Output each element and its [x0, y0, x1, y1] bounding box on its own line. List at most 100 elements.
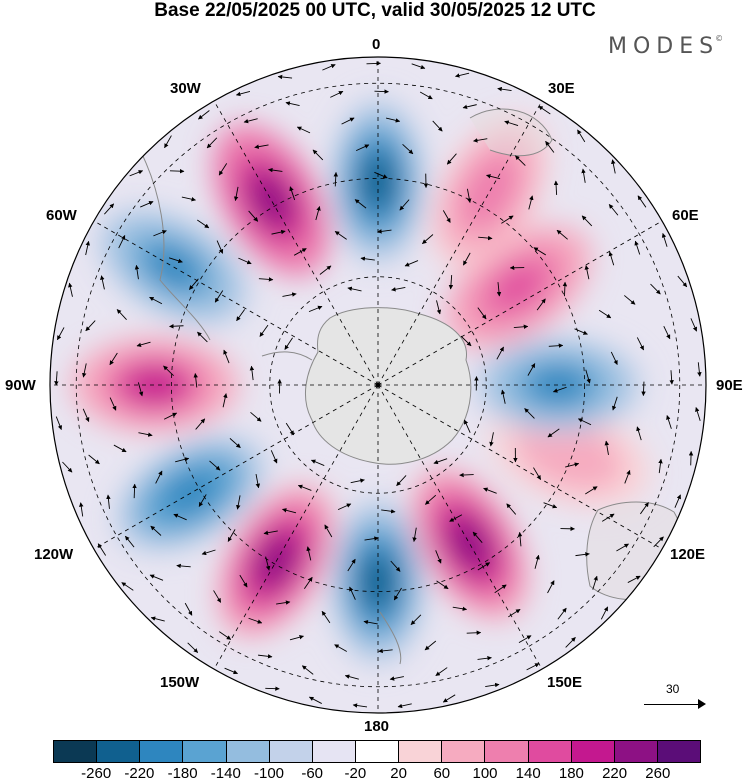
wind-arrow [513, 324, 529, 329]
wind-arrow [562, 281, 568, 297]
wind-arrow [412, 527, 417, 542]
wind-arrow [334, 644, 347, 652]
latitude-circle [269, 276, 487, 494]
colorbar-tick-label: 20 [390, 765, 407, 782]
wind-arrow [187, 642, 199, 653]
lon-label-150e: 150E [547, 674, 583, 691]
wind-arrow [485, 682, 500, 688]
wind-arrow [377, 229, 392, 234]
colorbar [53, 740, 701, 763]
wind-arrow [169, 324, 184, 329]
wind-arrow [466, 188, 472, 204]
wind-arrow [448, 275, 454, 290]
wind-arrow [85, 320, 96, 332]
wind-arrow [324, 524, 333, 538]
wind-arrow [214, 290, 224, 303]
wind-arrow [363, 619, 378, 625]
anomaly-contour [250, 174, 293, 227]
wind-arrow [581, 168, 586, 183]
wind-arrow [422, 234, 434, 244]
colorbar-ticks: -260 -220 -180 -140 -100 -60 -20 20 60 100 140 180 2… [53, 765, 701, 783]
wind-arrow [68, 282, 73, 297]
wind-arrow [282, 508, 297, 514]
wind-arrow [218, 631, 232, 640]
wind-arrow [536, 298, 546, 311]
wind-arrow [627, 575, 641, 583]
wind-arrow [209, 460, 221, 471]
colorbar-swatch [183, 741, 227, 762]
wind-arrow [496, 282, 502, 297]
wind-arrow [397, 703, 412, 709]
wind-arrow [446, 153, 457, 165]
wind-arrow [109, 352, 118, 366]
wind-arrow [674, 494, 681, 508]
wind-arrow [354, 199, 367, 209]
wind-arrow [104, 203, 115, 215]
wind-arrow [462, 252, 471, 266]
vector-scale: 30 [644, 682, 706, 712]
wind-arrow [608, 251, 615, 266]
anomaly-contour [530, 367, 587, 403]
wind-arrow [222, 393, 228, 408]
wind-arrow [289, 635, 304, 641]
wind-arrow [276, 600, 291, 605]
wind-arrow [477, 307, 487, 320]
wind-arrow [249, 365, 255, 381]
wind-arrow [137, 382, 144, 397]
wind-arrow [297, 484, 312, 491]
anomaly-contour [360, 553, 396, 610]
colorbar-swatch [485, 741, 529, 762]
colorbar-tick-label: -100 [253, 765, 285, 782]
meridian-line [213, 100, 379, 386]
colorbar-tick-label: -60 [301, 765, 324, 782]
wind-arrow [697, 362, 702, 377]
wind-arrow [82, 408, 90, 423]
wind-arrow [695, 407, 701, 421]
wind-arrow [176, 563, 191, 569]
wind-arrow [486, 174, 501, 180]
colorbar-swatch [614, 741, 658, 762]
wind-arrow [150, 525, 162, 536]
wind-arrow [352, 703, 368, 708]
colorbar-tick-label: -180 [167, 765, 198, 782]
wind-arrow [526, 663, 540, 671]
wind-arrow [611, 159, 616, 174]
lon-label-30w: 30W [170, 80, 201, 97]
wind-arrow [224, 667, 238, 675]
colorbar-tick-label: -220 [124, 765, 155, 782]
wind-arrow [634, 240, 641, 255]
wind-arrow [547, 580, 555, 594]
wind-arrow [218, 163, 228, 176]
wind-arrow [616, 543, 629, 552]
colorbar-tick-label: 60 [433, 765, 451, 782]
wind-arrow [213, 590, 222, 603]
wind-arrow [442, 694, 456, 703]
wind-arrow [282, 292, 297, 297]
wind-arrow [254, 144, 269, 149]
wind-arrow [149, 574, 164, 581]
wind-vectors [54, 61, 702, 709]
anomaly-field [70, 97, 650, 666]
brand-text: MODES [608, 34, 720, 59]
wind-arrow [585, 486, 598, 495]
wind-arrow [473, 138, 488, 143]
wind-arrow [330, 90, 344, 98]
map-title: Base 22/05/2025 00 UTC, valid 30/05/2025… [154, 0, 596, 21]
wind-arrow [636, 337, 644, 351]
colorbar-tick-label: -20 [344, 765, 367, 782]
wind-arrow [341, 117, 355, 125]
wind-arrow [321, 610, 331, 624]
wind-arrow [197, 331, 208, 343]
wind-arrow [404, 260, 419, 267]
wind-arrow [556, 229, 568, 240]
wind-arrow [506, 503, 517, 515]
wind-arrow [374, 171, 388, 179]
wind-arrow [640, 502, 649, 515]
wind-arrow [55, 416, 62, 430]
wind-arrow [517, 531, 523, 547]
map-boundary [49, 56, 707, 714]
wind-arrow [263, 530, 278, 535]
wind-arrow [598, 309, 612, 319]
colorbar-tick-label: 100 [472, 765, 498, 782]
wind-arrow [366, 61, 381, 66]
